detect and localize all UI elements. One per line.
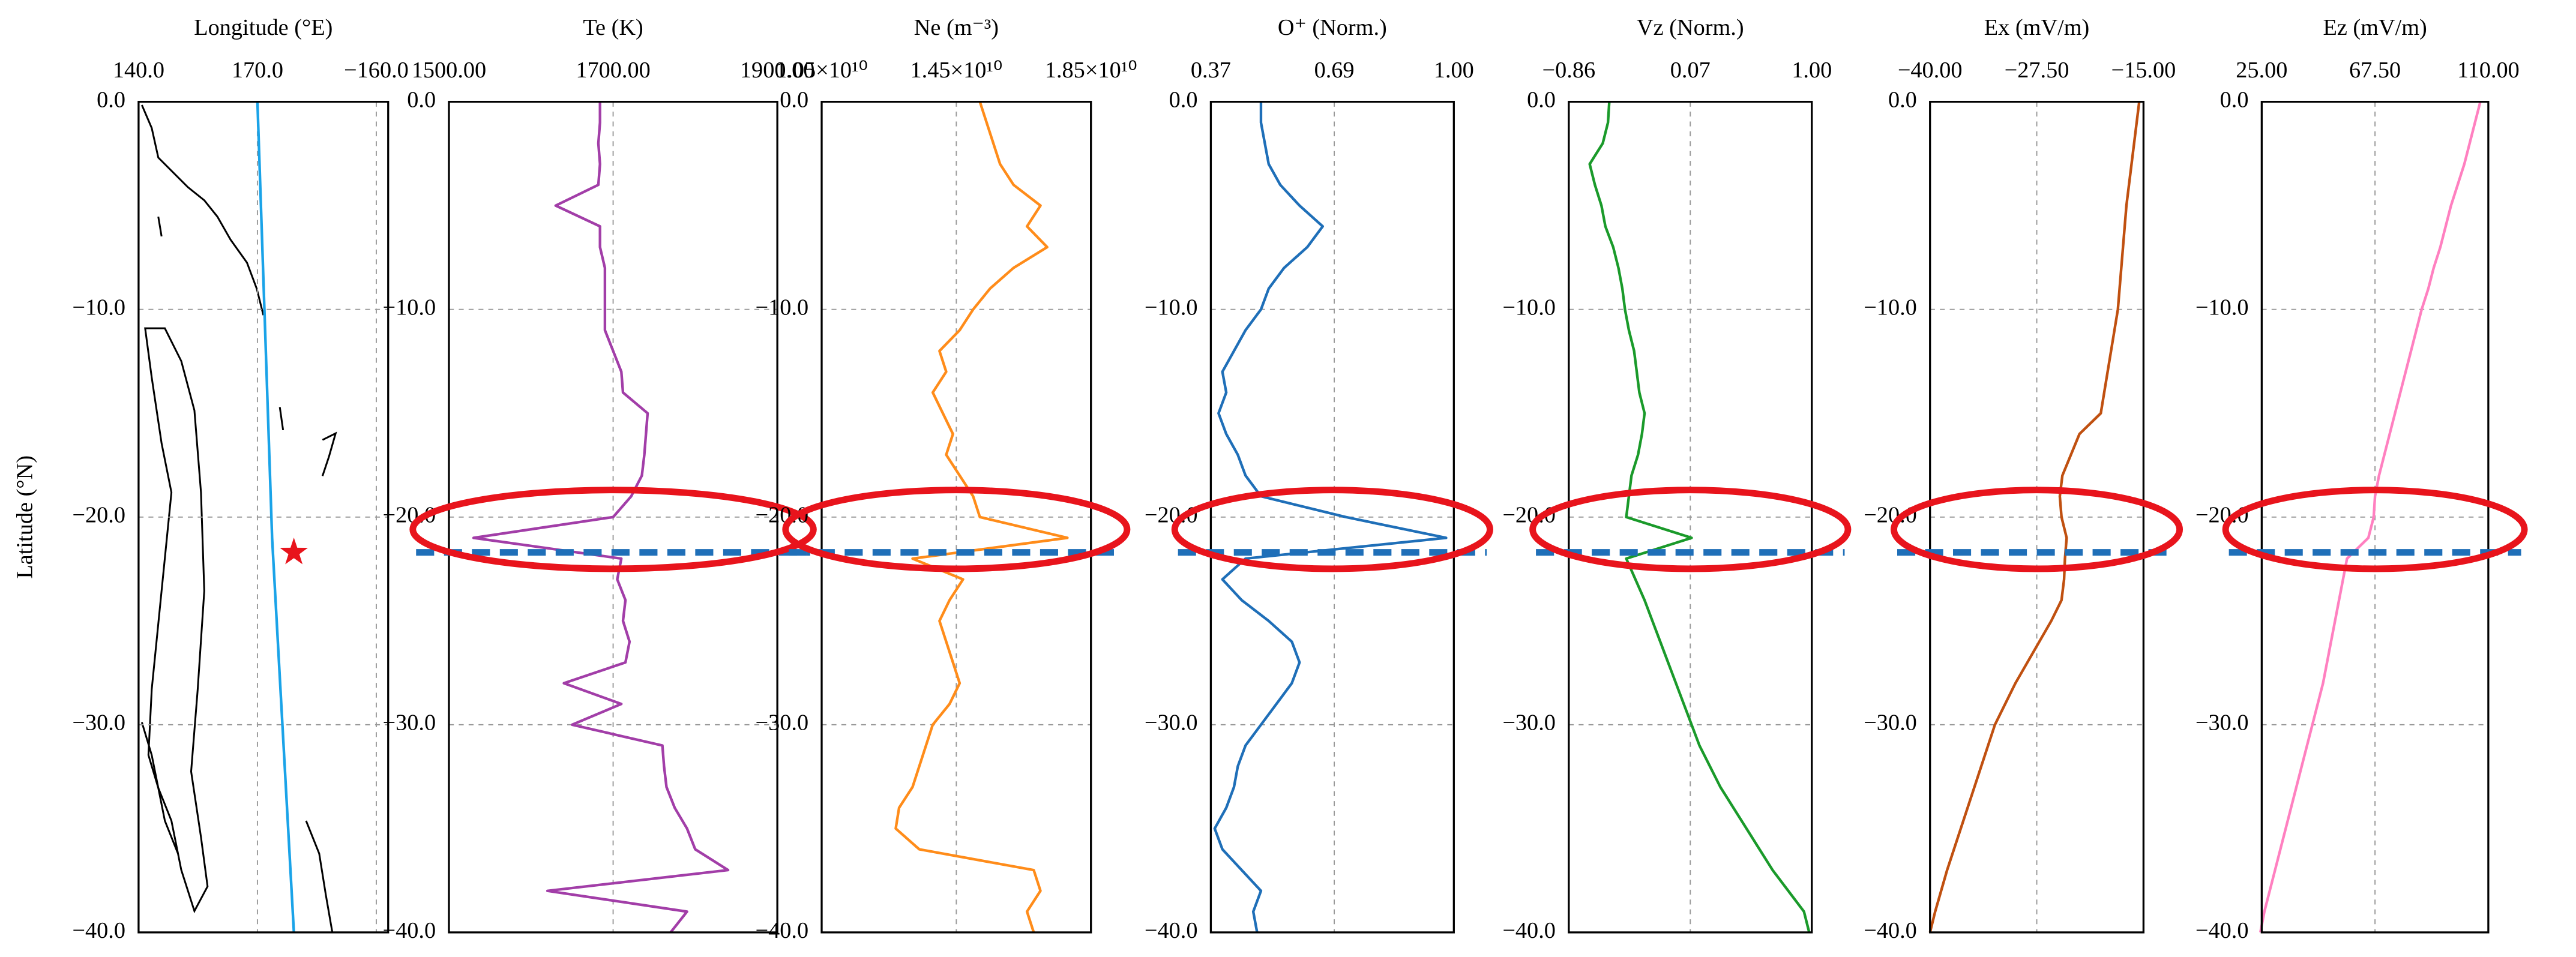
highlight-ellipse (1171, 487, 1493, 572)
x-tick-label: 0.37 (1191, 58, 1231, 83)
x-tick-label: 67.50 (2349, 58, 2401, 83)
y-tick-label: −40.0 (72, 918, 125, 943)
x-tick-label: 110.00 (2457, 58, 2520, 83)
y-tick-label: −40.0 (1502, 918, 1556, 943)
y-tick-label: −30.0 (1145, 710, 1198, 736)
y-tick-label: −10.0 (756, 295, 809, 320)
x-tick-label: 1900.00 (740, 58, 814, 83)
y-tick-label: 0.0 (780, 87, 808, 112)
y-tick-label: −40.0 (1864, 918, 1917, 943)
x-tick-label: −27.50 (2005, 58, 2069, 83)
data-line (2259, 101, 2482, 933)
x-tick-label: 140.0 (113, 58, 164, 83)
data-line (1588, 101, 1811, 933)
y-tick-label: −30.0 (382, 710, 436, 736)
y-tick-label: 0.0 (407, 87, 436, 112)
panel-title: Ex (mV/m) (1984, 15, 2090, 40)
x-tick-label: 170.0 (232, 58, 283, 83)
x-tick-label: 1.00 (1434, 58, 1474, 83)
x-tick-label: 0.07 (1670, 58, 1711, 83)
y-tick-label: 0.0 (2220, 87, 2249, 112)
x-tick-label: −0.86 (1542, 58, 1596, 83)
y-tick-label: −30.0 (1502, 710, 1556, 736)
x-tick-label: 0.69 (1314, 58, 1355, 83)
x-tick-label: 1.45×10¹⁰ (910, 58, 1002, 83)
y-tick-label: −10.0 (1502, 295, 1556, 320)
epicenter-star (280, 537, 308, 565)
x-tick-label: 1700.00 (576, 58, 650, 83)
y-tick-label: −30.0 (2195, 710, 2249, 736)
panel-title: Ez (mV/m) (2323, 15, 2427, 40)
panel-frame (1209, 100, 1455, 934)
x-tick-label: 25.00 (2236, 58, 2287, 83)
panel-title: Ne (m⁻³) (914, 15, 999, 40)
panel-frame (137, 100, 390, 934)
coastline (140, 104, 337, 933)
panel-title: Longitude (°E) (194, 15, 333, 40)
data-line (1928, 101, 2141, 933)
panel-title: Te (K) (583, 15, 643, 40)
data-line (256, 101, 295, 933)
data-line (1213, 101, 1448, 933)
panel-frame (448, 100, 778, 934)
panel-title: O⁺ (Norm.) (1278, 15, 1387, 40)
panel-frame (1929, 100, 2145, 934)
x-tick-label: 1.00 (1792, 58, 1832, 83)
highlight-ellipse (1529, 487, 1852, 572)
y-tick-label: 0.0 (1169, 87, 1198, 112)
x-tick-label: 1.85×10¹⁰ (1045, 58, 1137, 83)
panel-frame (1568, 100, 1813, 934)
x-tick-label: 1.05×10¹⁰ (775, 58, 868, 83)
x-tick-label: −15.00 (2111, 58, 2176, 83)
y-tick-label: −40.0 (756, 918, 809, 943)
highlight-ellipse (409, 487, 817, 572)
y-tick-label: −10.0 (1145, 295, 1198, 320)
panel-frame (820, 100, 1092, 934)
y-tick-label: 0.0 (97, 87, 125, 112)
y-tick-label: 0.0 (1527, 87, 1556, 112)
y-tick-label: −30.0 (756, 710, 809, 736)
y-tick-label: −10.0 (2195, 295, 2249, 320)
data-line (894, 101, 1069, 933)
panel-title: Vz (Norm.) (1637, 15, 1744, 40)
y-tick-label: −30.0 (1864, 710, 1917, 736)
y-tick-label: −10.0 (382, 295, 436, 320)
x-tick-label: 1500.00 (412, 58, 486, 83)
y-tick-label: −40.0 (382, 918, 436, 943)
y-tick-label: −30.0 (72, 710, 125, 736)
x-tick-label: −40.00 (1898, 58, 1963, 83)
highlight-ellipse (782, 487, 1131, 572)
y-tick-label: −40.0 (2195, 918, 2249, 943)
y-tick-label: −20.0 (72, 503, 125, 528)
highlight-ellipse (1891, 487, 2183, 572)
y-tick-label: 0.0 (1888, 87, 1917, 112)
panel-frame (2260, 100, 2490, 934)
data-line (472, 101, 730, 934)
y-axis-title: Latitude (°N) (13, 455, 38, 579)
x-tick-label: −160.0 (344, 58, 409, 83)
y-tick-label: −40.0 (1145, 918, 1198, 943)
y-tick-label: −10.0 (72, 295, 125, 320)
y-tick-label: −10.0 (1864, 295, 1917, 320)
highlight-ellipse (2222, 487, 2528, 572)
